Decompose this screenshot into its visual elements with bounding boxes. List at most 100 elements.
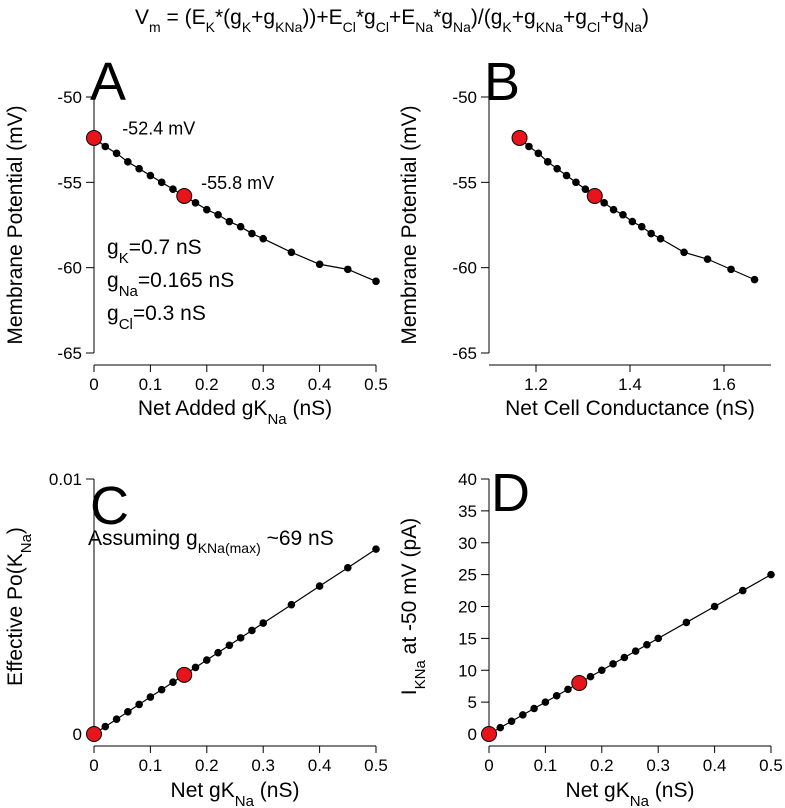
data-point-c bbox=[236, 634, 245, 642]
x-tick-label-a: 0.5 bbox=[364, 375, 388, 394]
data-point-a bbox=[169, 185, 177, 193]
panel-letter-b: B bbox=[484, 52, 520, 112]
data-point-c bbox=[124, 708, 132, 716]
data-point-d bbox=[767, 570, 775, 579]
y-tick-label-d: 5 bbox=[468, 693, 477, 712]
data-point-b bbox=[553, 164, 561, 173]
x-tick-label-c: 0 bbox=[89, 756, 98, 775]
data-point-b bbox=[525, 142, 533, 151]
y-tick-label-d: 20 bbox=[458, 598, 477, 617]
data-point-a bbox=[124, 158, 132, 166]
value-annotation-a: -55.8 mV bbox=[201, 173, 274, 193]
data-point-d bbox=[682, 618, 691, 627]
data-point-d bbox=[598, 666, 606, 675]
data-point-c bbox=[157, 685, 166, 694]
x-axis-label-a: Net Added gKNa (nS) bbox=[138, 397, 332, 428]
data-point-c bbox=[287, 600, 296, 609]
x-tick-label-a: 0.4 bbox=[308, 375, 332, 394]
x-axis-label-c: Net gKNa (nS) bbox=[171, 779, 300, 808]
x-tick-label-d: 0.4 bbox=[703, 756, 727, 775]
data-point-b bbox=[534, 149, 543, 158]
data-point-c bbox=[259, 619, 268, 627]
x-tick-label-b: 1.2 bbox=[524, 375, 548, 394]
x-tick-label-a: 0.3 bbox=[251, 375, 275, 394]
data-point-d bbox=[739, 586, 747, 595]
data-point-c bbox=[191, 663, 200, 672]
panel-a: -65 -60 -55 -50 0 0.1 0.2 0.3 0.4 0.5 Net Added gK… bbox=[4, 52, 388, 428]
data-point-d bbox=[564, 685, 572, 694]
y-tick-label-b: -60 bbox=[452, 259, 477, 278]
data-point-c bbox=[112, 715, 121, 724]
x-tick-label-c: 0.5 bbox=[364, 756, 388, 775]
y-tick-label-a: -60 bbox=[57, 259, 82, 278]
y-tick-label-d: 40 bbox=[458, 470, 477, 489]
data-point-c bbox=[315, 582, 324, 590]
highlight-point-a bbox=[86, 129, 102, 146]
x-axis-label-d: Net gKNa (nS) bbox=[566, 779, 695, 808]
x-axis-label-b: Net Cell Conductance (nS) bbox=[505, 397, 755, 420]
data-point-a bbox=[372, 277, 380, 286]
data-point-d bbox=[609, 660, 617, 668]
y-axis-label-d: IKNa at -50 mV (pA) bbox=[398, 518, 429, 695]
x-tick-label-b: 1.4 bbox=[618, 375, 642, 394]
data-point-a bbox=[344, 265, 352, 274]
y-tick-label-a: -50 bbox=[57, 88, 82, 107]
data-point-c bbox=[146, 693, 155, 701]
data-point-b bbox=[727, 265, 735, 274]
x-tick-label-a: 0.1 bbox=[139, 375, 163, 394]
panel-b: -65 -60 -55 -50 1.2 1.4 1.6 Net Cell Conductanc… bbox=[398, 52, 771, 420]
data-point-d bbox=[541, 698, 550, 706]
data-point-b bbox=[750, 275, 759, 284]
x-tick-label-d: 0 bbox=[484, 756, 493, 775]
data-point-b bbox=[656, 234, 665, 243]
data-point-a bbox=[259, 234, 268, 243]
data-point-d bbox=[496, 723, 505, 732]
assumption-note: Assuming gKNa(max) ~69 nS bbox=[88, 527, 334, 556]
data-point-c bbox=[203, 656, 211, 664]
y-tick-label-d: 0 bbox=[468, 725, 477, 744]
data-point-a bbox=[315, 260, 324, 269]
data-point-b bbox=[703, 255, 712, 263]
highlight-point-c bbox=[86, 726, 102, 742]
x-tick-label-c: 0.2 bbox=[195, 756, 219, 775]
data-point-d bbox=[710, 602, 719, 611]
parameter-label: gCl=0.3 nS bbox=[107, 302, 206, 333]
data-point-c bbox=[135, 700, 143, 709]
highlight-point-c bbox=[176, 666, 193, 683]
x-tick-label-c: 0.3 bbox=[251, 756, 275, 775]
data-point-b bbox=[609, 205, 618, 214]
value-annotation-a: -52.4 mV bbox=[122, 119, 195, 139]
y-tick-label-b: -65 bbox=[452, 344, 477, 363]
y-axis-label-c: Effective Po(KNa) bbox=[4, 527, 35, 686]
equation-title: Vm = (EK*(gK+gKNa))+ECl*gCl+ENa*gNa)/(gK… bbox=[135, 6, 649, 35]
data-point-a bbox=[112, 149, 121, 158]
x-tick-label-c: 0.1 bbox=[139, 756, 163, 775]
y-tick-label-b: -55 bbox=[452, 173, 477, 192]
data-point-a bbox=[214, 210, 222, 219]
data-point-a bbox=[191, 199, 200, 207]
data-point-b bbox=[543, 158, 552, 166]
data-point-b bbox=[581, 185, 590, 193]
data-point-c bbox=[101, 722, 110, 731]
data-point-b bbox=[619, 210, 627, 219]
x-tick-label-d: 0.1 bbox=[534, 756, 558, 775]
data-point-a bbox=[287, 248, 296, 257]
y-tick-label-d: 15 bbox=[458, 629, 477, 648]
y-tick-label-d: 30 bbox=[458, 534, 477, 553]
x-tick-label-d: 0.2 bbox=[590, 756, 614, 775]
y-tick-label-a: -55 bbox=[57, 173, 82, 192]
y-axis-label-b: Membrane Potential (mV) bbox=[398, 105, 421, 344]
data-point-c bbox=[248, 626, 256, 635]
y-tick-label-c: 0.01 bbox=[49, 470, 82, 489]
y-tick-label-d: 10 bbox=[458, 661, 477, 680]
data-point-c bbox=[344, 563, 352, 572]
data-point-c bbox=[225, 641, 234, 650]
data-point-d bbox=[586, 672, 595, 681]
y-tick-label-d: 35 bbox=[458, 502, 477, 521]
data-point-d bbox=[519, 711, 527, 719]
highlight-point-b bbox=[586, 187, 603, 204]
panel-d: 0 5 10 15 20 25 30 35 40 0 0.1 0.2 0.3 0.4 0.5 Net gKNa… bbox=[398, 463, 783, 808]
y-tick-label-a: -65 bbox=[57, 344, 82, 363]
data-point-a bbox=[225, 217, 234, 226]
